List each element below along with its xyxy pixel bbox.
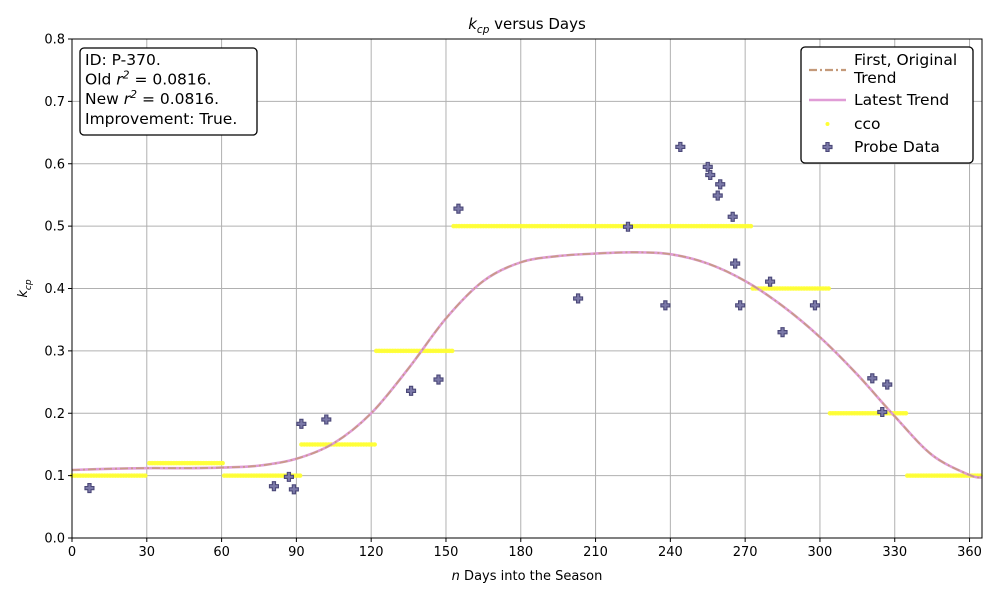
probe-data-point — [433, 374, 444, 385]
y-tick-label: 0.4 — [44, 282, 65, 297]
first-original-trend-line — [71, 251, 983, 479]
x-axis-ticks: 0 30 60 90 120 150 180 210 240 270 300 330 360 — [68, 538, 982, 560]
probe-data-point — [705, 169, 716, 181]
probe-data-point — [406, 385, 417, 396]
probe-data-point — [809, 300, 821, 311]
x-tick-label: 300 — [808, 545, 833, 560]
x-tick-label: 330 — [882, 545, 907, 560]
legend-handle-probe-data — [822, 141, 833, 153]
latest-trend-line — [71, 251, 983, 479]
probe-data-point — [660, 300, 671, 311]
info-line: ID: P-370. — [85, 51, 161, 69]
x-tick-label: 210 — [583, 545, 608, 560]
trend-series — [71, 251, 983, 479]
x-tick-label: 60 — [213, 545, 230, 560]
x-tick-label: 270 — [733, 545, 758, 560]
legend-label-cco: cco — [854, 115, 881, 133]
probe-data-point — [712, 190, 723, 201]
legend-label-first-trend: First, Original — [854, 51, 957, 69]
probe-data-point — [877, 406, 888, 418]
legend-label-first-trend-cont: Trend — [853, 69, 896, 87]
info-line: Improvement: True. — [85, 110, 237, 128]
y-tick-label: 0.0 — [44, 532, 65, 547]
x-tick-label: 180 — [508, 545, 533, 560]
y-tick-label: 0.5 — [44, 220, 65, 235]
info-line: Old r2​ = 0.0816. — [85, 69, 212, 89]
probe-data-point — [283, 471, 294, 482]
legend-label-probe-data: Probe Data — [854, 138, 940, 156]
probe-data-point — [288, 484, 299, 495]
probe-data-point — [573, 293, 584, 304]
x-tick-label: 150 — [434, 545, 459, 560]
x-axis-label: n Days into the Season — [452, 569, 603, 584]
probe-data-point — [453, 203, 464, 214]
y-axis-label: kcp​ — [16, 279, 34, 298]
probe-data-point — [730, 258, 741, 269]
y-tick-label: 0.3 — [44, 344, 65, 359]
y-tick-label: 0.7 — [44, 95, 65, 110]
probe-data-point — [727, 211, 738, 222]
probe-data-point — [268, 481, 279, 492]
info-box-frame — [79, 47, 258, 136]
legend-label-latest-trend: Latest Trend — [854, 91, 949, 109]
x-tick-label: 0 — [68, 545, 76, 560]
probe-data-point — [296, 418, 307, 429]
y-axis-ticks: 0.0 0.1 0.2 0.3 0.4 0.5 0.6 0.7 0.8 — [44, 33, 72, 547]
probe-data-point — [867, 373, 878, 384]
info-box: ID: P-370.Old r2​ = 0.0816.New r2​ = 0.0… — [79, 47, 258, 136]
probe-data-point — [882, 379, 893, 390]
probe-data-point — [735, 300, 746, 311]
x-tick-label: 30 — [139, 545, 156, 560]
legend-frame — [800, 46, 974, 164]
probe-data-point — [321, 414, 332, 425]
probe-data-point — [777, 327, 788, 338]
y-tick-label: 0.1 — [44, 469, 65, 484]
info-line: New r2​ = 0.0816. — [85, 88, 219, 108]
probe-data-series — [84, 141, 893, 495]
probe-data-point — [765, 276, 776, 287]
x-tick-label: 90 — [288, 545, 305, 560]
probe-data-point — [84, 483, 95, 494]
x-tick-label: 120 — [359, 545, 384, 560]
y-tick-label: 0.8 — [44, 33, 65, 48]
y-tick-label: 0.2 — [44, 407, 65, 422]
probe-data-point — [675, 141, 686, 152]
probe-data-point — [622, 221, 634, 232]
legend-handle-cco — [825, 122, 830, 126]
y-tick-label: 0.6 — [44, 157, 65, 172]
probe-data-point — [715, 179, 726, 190]
chart-title: kcp​ versus Days — [468, 15, 586, 36]
x-tick-label: 360 — [957, 545, 982, 560]
x-tick-label: 240 — [658, 545, 683, 560]
